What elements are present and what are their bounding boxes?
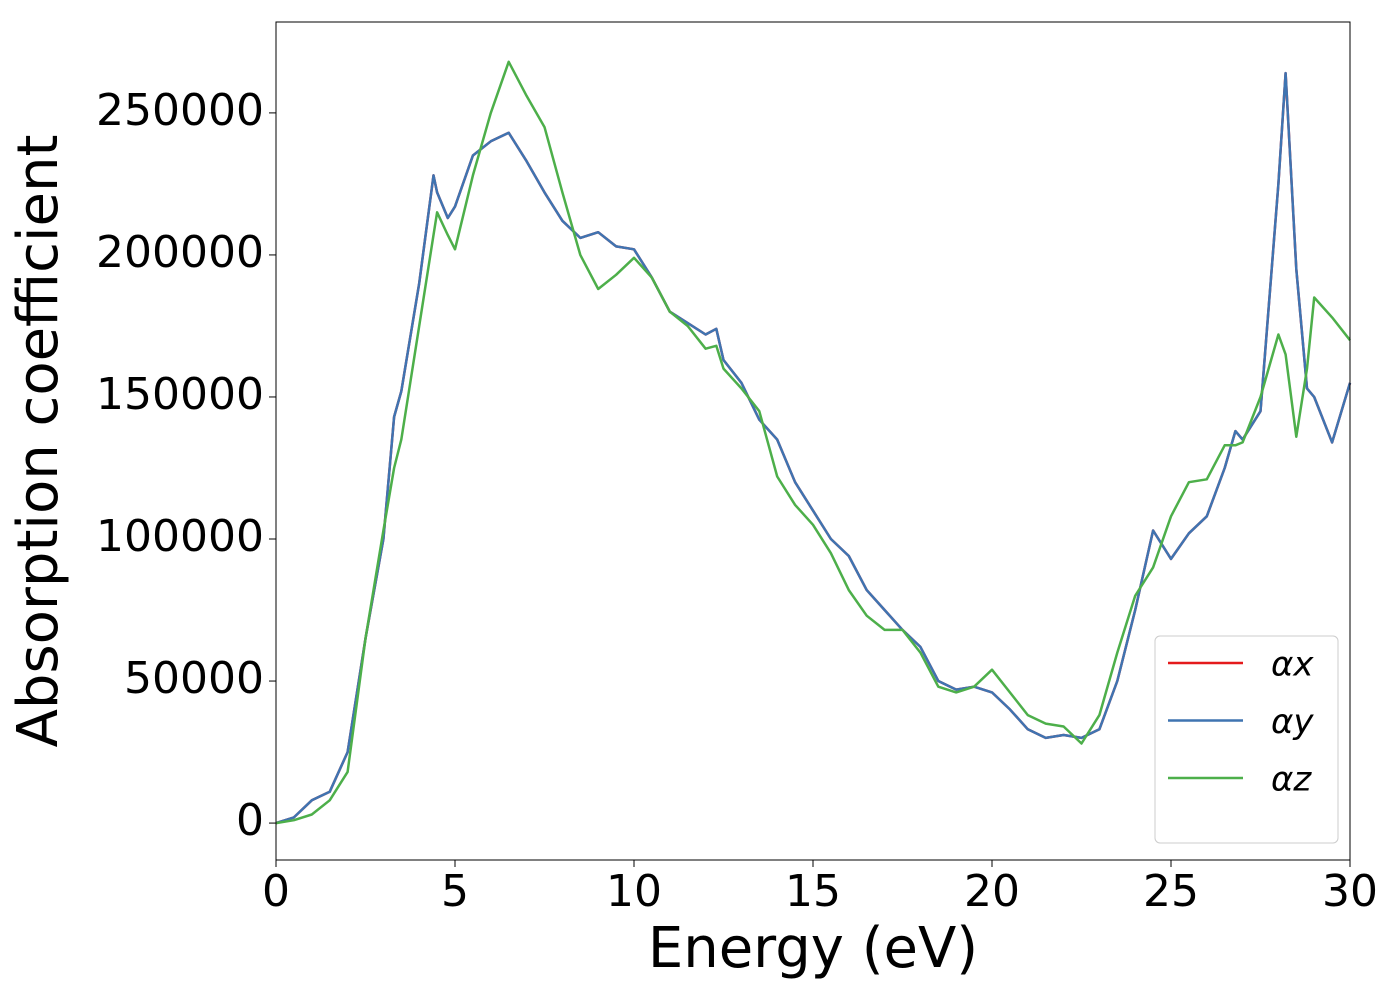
x-tick-label: 30 — [1322, 866, 1378, 917]
data-line — [275, 60, 1351, 825]
y-tick-label: 150000 — [96, 369, 264, 420]
x-tick-label: 10 — [606, 866, 662, 917]
x-tick-label: 20 — [964, 866, 1020, 917]
y-tick-label: 50000 — [124, 653, 264, 704]
y-tick-label: 100000 — [96, 511, 264, 562]
y-tick-label: 200000 — [96, 227, 264, 278]
x-axis-label: Energy (eV) — [648, 916, 978, 981]
y-axis-label: Absorption coefficient — [6, 135, 71, 748]
x-tick-label: 5 — [441, 866, 469, 917]
legend-label: αz — [1271, 760, 1312, 800]
legend-box — [1154, 635, 1339, 844]
data-line — [275, 71, 1352, 825]
legend-label: αx — [1271, 645, 1314, 685]
y-tick-label: 250000 — [96, 85, 264, 136]
x-tick-label: 25 — [1143, 866, 1199, 917]
legend-label: αy — [1271, 702, 1314, 742]
x-tick-label: 15 — [785, 866, 841, 917]
y-tick-label: 0 — [236, 795, 264, 846]
legend: αx αy αz — [1154, 635, 1339, 844]
x-tick-label: 0 — [262, 866, 290, 917]
